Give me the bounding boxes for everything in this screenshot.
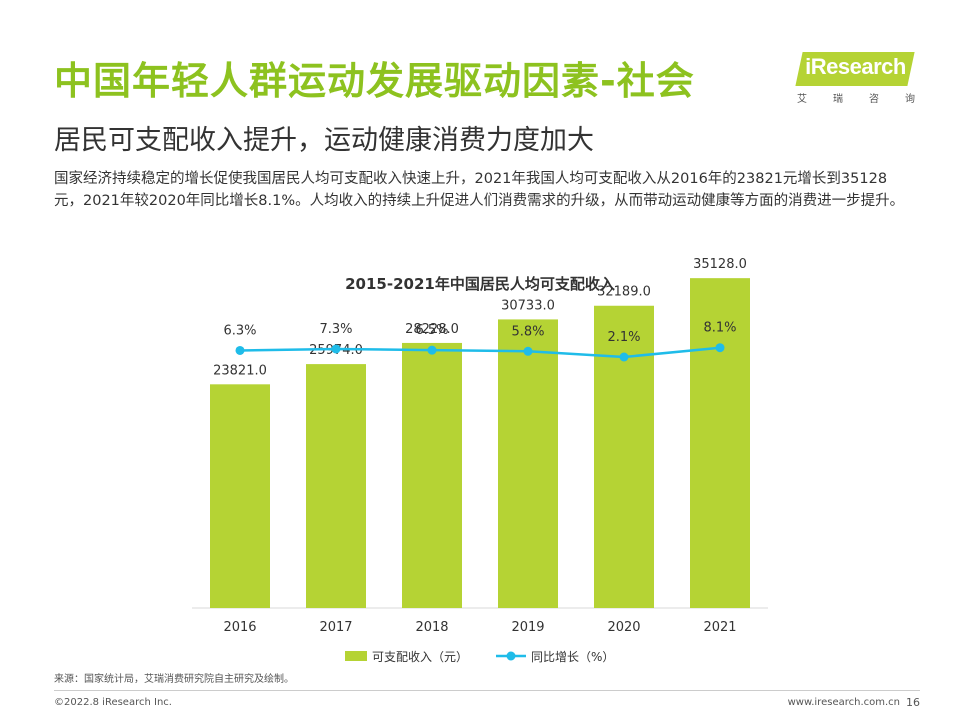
- iresearch-logo: iResearch 艾 瑞 咨 询: [793, 48, 918, 108]
- growth-point: [427, 345, 437, 355]
- page-number: 16: [906, 696, 920, 709]
- website-text: www.iresearch.com.cn: [787, 697, 900, 708]
- logo-sub-char: 咨: [869, 94, 879, 105]
- source-note: 来源：国家统计局，艾瑞消费研究院自主研究及绘制。: [54, 674, 294, 685]
- footer-divider: [54, 690, 920, 691]
- bar: [306, 364, 366, 608]
- x-tick-label: 2021: [703, 620, 736, 635]
- bar: [690, 278, 750, 608]
- growth-value-label: 5.8%: [511, 324, 544, 339]
- growth-value-label: 6.5%: [415, 323, 448, 338]
- logo-wordmark: iResearch: [805, 54, 906, 79]
- body-paragraph: 国家经济持续稳定的增长促使我国居民人均可支配收入快速上升，2021年我国人均可支…: [54, 171, 905, 209]
- bar-value-label: 32189.0: [597, 285, 651, 300]
- x-tick-label: 2016: [223, 620, 256, 635]
- bar-value-label: 30733.0: [501, 298, 555, 313]
- legend-bar-swatch: [345, 651, 367, 661]
- growth-point: [331, 344, 341, 354]
- logo-subtitle: 艾 瑞 咨 询: [797, 90, 915, 105]
- x-tick-label: 2018: [415, 620, 448, 635]
- x-tick-label: 2017: [319, 620, 352, 635]
- legend-line-marker: [506, 651, 516, 661]
- growth-point: [523, 346, 533, 356]
- bar-value-label: 35128.0: [693, 257, 747, 272]
- x-tick-label: 2020: [607, 620, 640, 635]
- logo-sub-char: 瑞: [833, 94, 843, 105]
- bar: [210, 384, 270, 608]
- chart-title: 2015-2021年中国居民人均可支配收入: [345, 275, 615, 293]
- legend-line-label: 同比增长（%）: [531, 650, 614, 664]
- growth-point: [715, 343, 725, 353]
- legend-bar-label: 可支配收入（元）: [372, 650, 468, 664]
- logo-sub-char: 询: [905, 94, 915, 105]
- page-subtitle: 居民可支配收入提升，运动健康消费力度加大: [54, 125, 594, 156]
- bar-value-label: 23821.0: [213, 363, 267, 378]
- growth-value-label: 8.1%: [703, 321, 736, 336]
- growth-point: [619, 352, 629, 362]
- bar: [498, 319, 558, 608]
- logo-sub-char: 艾: [797, 94, 807, 105]
- copyright-text: ©2022.8 iResearch Inc.: [54, 697, 172, 708]
- growth-point: [235, 345, 245, 355]
- page-title: 中国年轻人群运动发展驱动因素-社会: [54, 59, 695, 103]
- bar: [594, 305, 654, 608]
- growth-value-label: 2.1%: [607, 330, 640, 345]
- bar-value-label: 28228.0: [405, 322, 459, 337]
- x-tick-label: 2019: [511, 620, 544, 635]
- growth-line: [239, 346, 721, 359]
- growth-value-label: 7.3%: [319, 322, 352, 337]
- bar: [402, 342, 462, 608]
- growth-value-label: 6.3%: [223, 323, 256, 338]
